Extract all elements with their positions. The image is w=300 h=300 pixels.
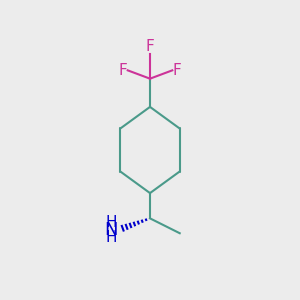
Text: F: F	[119, 63, 128, 78]
Text: H: H	[106, 215, 117, 230]
Text: F: F	[172, 63, 181, 78]
Text: N: N	[105, 221, 118, 239]
Text: F: F	[146, 39, 154, 54]
Text: H: H	[106, 230, 117, 245]
